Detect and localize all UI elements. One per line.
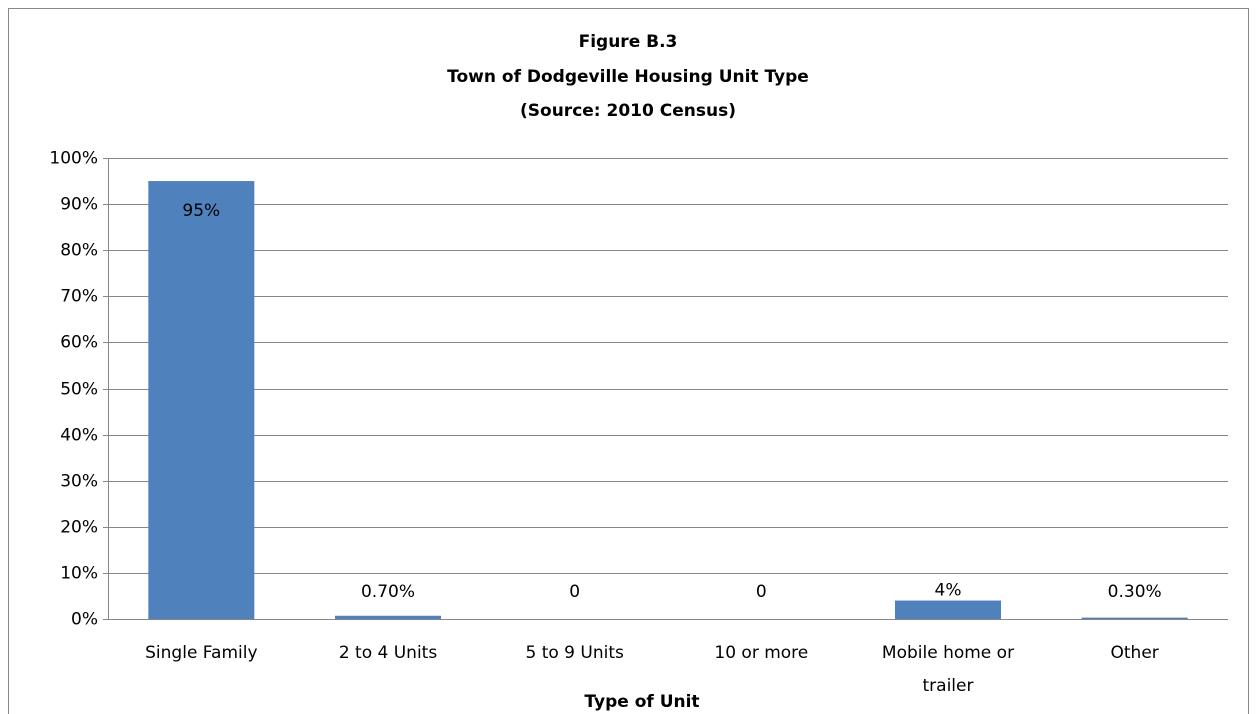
value-label: 0.70% [361, 582, 415, 602]
x-axis-title: Type of Unit [584, 692, 699, 712]
value-label: 4% [935, 581, 962, 601]
chart-title: Town of Dodgeville Housing Unit Type [447, 67, 809, 87]
y-tick-label: 20% [60, 518, 98, 538]
y-tick-label: 60% [60, 333, 98, 353]
chart-title: (Source: 2010 Census) [520, 101, 736, 121]
y-tick-label: 0% [71, 610, 98, 630]
chart-title: Figure B.3 [579, 32, 678, 52]
value-label: 0.30% [1108, 582, 1162, 602]
x-tick-label-line: Mobile home or [882, 643, 1014, 663]
bar [335, 615, 441, 619]
y-tick-label: 10% [60, 564, 98, 584]
x-tick-label: Mobile home or trailer [882, 643, 1014, 696]
x-tick-label: 5 to 9 Units [525, 643, 624, 663]
bar [895, 600, 1001, 619]
y-tick-label: 30% [60, 472, 98, 492]
y-tick-label: 100% [49, 149, 98, 169]
bar [148, 181, 255, 620]
y-tick-label: 50% [60, 380, 98, 400]
x-tick-label: 2 to 4 Units [339, 643, 438, 663]
y-tick-label: 40% [60, 426, 98, 446]
x-tick-label: Other [1111, 643, 1159, 663]
value-label: 95% [182, 201, 220, 221]
x-tick-label: 10 or more [714, 643, 808, 663]
bar [1081, 617, 1188, 619]
y-tick-label: 70% [60, 287, 98, 307]
x-tick-label-line: trailer [923, 676, 974, 696]
value-label: 0 [756, 582, 767, 602]
value-label: 0 [569, 582, 580, 602]
y-tick-label: 80% [60, 241, 98, 261]
x-tick-label: Single Family [145, 643, 257, 663]
y-tick-label: 90% [60, 195, 98, 215]
